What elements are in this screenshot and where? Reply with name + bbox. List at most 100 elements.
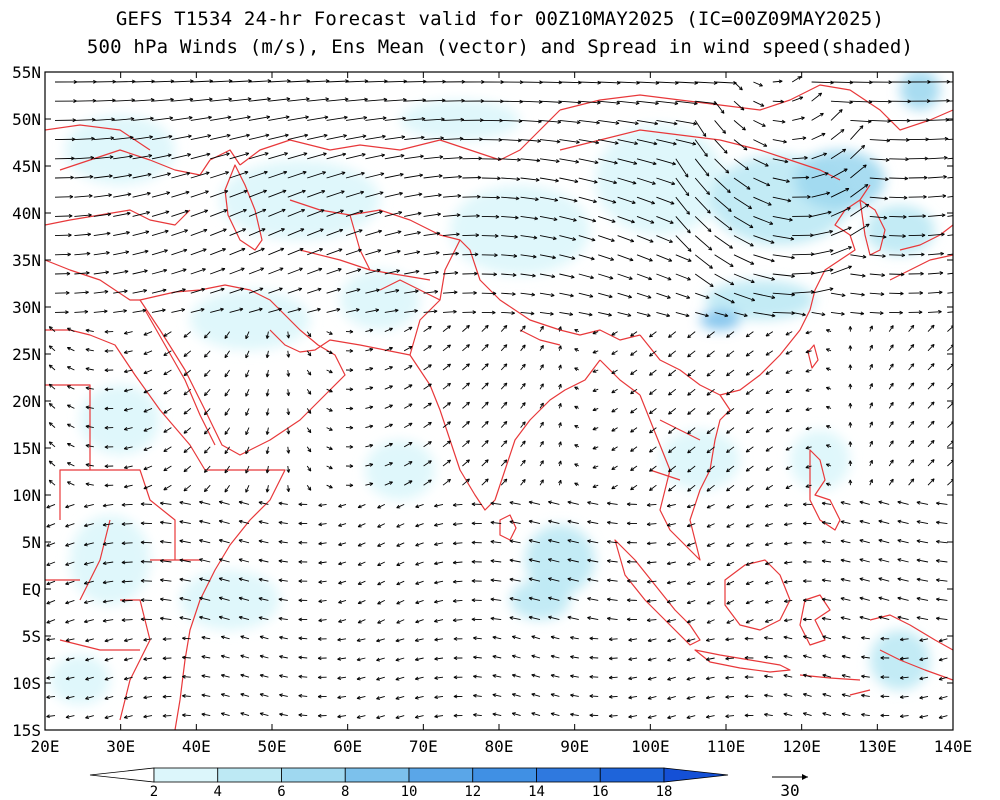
wind-vector-head (466, 401, 470, 406)
wind-vector (248, 228, 266, 237)
wind-vector-head (265, 373, 270, 378)
wind-vector-head (389, 385, 393, 389)
wind-vector (171, 308, 185, 313)
wind-vector (869, 364, 873, 371)
wind-vector (501, 254, 517, 257)
wind-vector-head (65, 290, 70, 295)
wind-vector-head (338, 248, 343, 252)
wind-vector-head (687, 334, 692, 339)
wind-vector-head (938, 290, 943, 295)
wind-vector-head (408, 384, 413, 388)
wind-vector (326, 331, 333, 335)
wind-vector-head (860, 311, 865, 316)
wind-vector-head (941, 232, 945, 237)
wind-vector-head (189, 97, 194, 102)
wind-vector-head (402, 116, 406, 121)
wind-vector (869, 139, 890, 142)
wind-vector (74, 176, 94, 179)
wind-vector-head (558, 383, 562, 388)
colorbar-segment (344, 767, 410, 783)
wind-vector (539, 311, 554, 315)
wind-vector-head (459, 136, 464, 141)
wind-vector-head (328, 369, 333, 374)
wind-vector-head (304, 133, 309, 138)
wind-vector-head (648, 257, 653, 262)
wind-vector-head (163, 352, 168, 356)
wind-vector-head (930, 382, 935, 387)
wind-vector-head (48, 383, 53, 388)
wind-vector-head (745, 352, 750, 357)
wind-vector-head (150, 97, 155, 102)
wind-vector (345, 172, 365, 179)
wind-vector-head (862, 164, 867, 169)
wind-vector-head (517, 157, 521, 162)
wind-vector (245, 331, 250, 339)
wind-vector (307, 209, 325, 217)
wind-vector-head (592, 218, 597, 223)
wind-vector-head (829, 249, 834, 253)
wind-vector-head (260, 267, 265, 272)
wind-vector-head (804, 155, 808, 160)
wind-vector-head (668, 353, 672, 358)
wind-vector-head (577, 100, 582, 105)
wind-vector-head (145, 230, 150, 235)
wind-vector-head (278, 287, 283, 292)
wind-vector (481, 363, 489, 371)
wind-vector-head (848, 383, 853, 388)
wind-vector (224, 388, 230, 397)
wind-vector-head (110, 136, 115, 141)
spread-shading (50, 72, 940, 705)
wind-vector-head (418, 192, 423, 197)
wind-vector-head (202, 248, 207, 252)
wind-vector-head (570, 293, 574, 298)
wind-vector-head (263, 189, 267, 194)
wind-vector-head (208, 115, 212, 120)
wind-vector-head (108, 193, 112, 198)
wind-vector (947, 253, 953, 256)
wind-vector (675, 292, 690, 299)
wind-vector (462, 253, 479, 256)
wind-vector-head (785, 331, 790, 336)
wind-vector-head (610, 238, 615, 242)
wind-vector (268, 247, 284, 256)
wind-vector-head (474, 252, 479, 257)
wind-vector-head (783, 139, 787, 144)
wind-vector-head (337, 287, 341, 292)
wind-vector (462, 401, 470, 409)
wind-vector-head (65, 310, 69, 315)
wind-vector-head (286, 353, 291, 358)
wind-vector-head (825, 348, 830, 352)
wind-vector-head (456, 213, 461, 218)
wind-vector-head (910, 324, 915, 329)
colorbar-label: 14 (528, 784, 545, 800)
wind-vector (578, 273, 594, 279)
wind-vector (442, 344, 451, 352)
wind-vector (248, 190, 267, 198)
wind-vector (772, 196, 792, 202)
wind-vector (927, 138, 949, 141)
wind-vector (287, 152, 308, 160)
wind-vector-head (163, 371, 168, 376)
wind-vector-head (203, 411, 208, 416)
wind-vector (598, 81, 621, 84)
wind-vector-head (163, 268, 168, 273)
wind-vector (649, 408, 657, 415)
wind-vector (404, 270, 420, 275)
wind-vector-head (419, 173, 424, 178)
wind-vector (113, 81, 136, 83)
wind-vector (869, 344, 873, 351)
wind-vector (726, 350, 735, 357)
wind-vector (67, 366, 75, 371)
wind-vector (384, 211, 402, 217)
wind-vector (947, 272, 953, 275)
wind-vector-head (687, 391, 692, 396)
wind-vector (442, 119, 464, 121)
wind-vector (190, 80, 213, 83)
wind-vector (850, 184, 869, 198)
wind-vector (442, 402, 451, 409)
wind-vector-head (885, 157, 890, 162)
wind-vector (74, 138, 95, 141)
wind-vector (404, 80, 427, 83)
wind-vector-head (447, 402, 451, 406)
wind-vector (869, 119, 891, 122)
